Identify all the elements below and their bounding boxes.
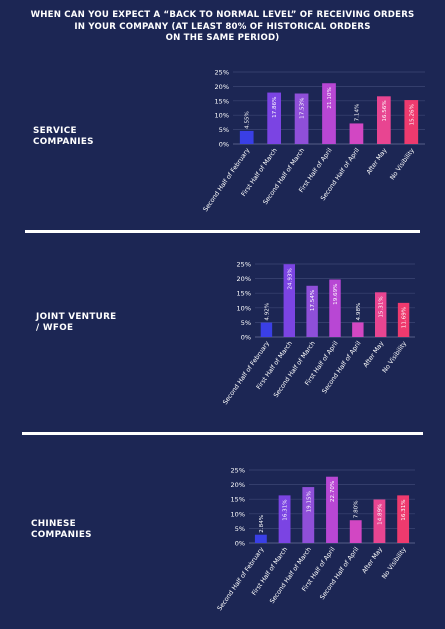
chart-title: WHEN CAN YOU EXPECT A “BACK TO NORMAL LE… [0, 10, 445, 45]
bar [375, 292, 387, 337]
panel-label-line-1: JOINT VENTURE [36, 312, 117, 322]
y-tick-label: 10% [215, 112, 229, 120]
chart-panel-3: 0% 5% 10% 15% 20% 25% 2.84% Second Half of Febr… [216, 467, 415, 612]
bar-value-label: 11.69% [402, 307, 408, 328]
y-tick-label: 15% [237, 290, 251, 298]
bar-value-label: 16.31% [283, 499, 289, 520]
bar-value-label: 22.70% [330, 481, 336, 502]
divider-2 [22, 432, 423, 435]
bar-value-label: 17.86% [272, 97, 278, 118]
bar-value-label: 19.15% [306, 491, 312, 512]
bar-value-label: 7.80% [354, 500, 360, 518]
x-category-label: Second Half of February [222, 340, 271, 406]
bar [349, 123, 364, 144]
y-tick-label: 0% [241, 334, 251, 342]
panel-label-line-2: COMPANIES [33, 136, 94, 147]
x-category-label: After May [362, 340, 385, 369]
panel-label-line-2: / WFOE [36, 322, 74, 333]
divider-1 [25, 230, 420, 233]
panel-label-service: SERVICE COMPANIES [33, 126, 94, 147]
bar [377, 96, 391, 144]
bar-value-label: 19.69% [333, 284, 339, 305]
y-tick-label: 15% [231, 496, 245, 504]
panel-label-line-2: COMPANIES [31, 529, 92, 540]
bar [260, 322, 273, 337]
x-category-label: No Visibility [381, 340, 408, 375]
x-category-label: After May [365, 147, 388, 176]
bar [397, 302, 410, 337]
panel-label-chinese: CHINESE COMPANIES [31, 519, 92, 540]
y-tick-label: 0% [219, 141, 229, 149]
title-line-1: WHEN CAN YOU EXPECT A “BACK TO NORMAL LE… [30, 10, 415, 20]
panel-label-line-1: SERVICE [33, 126, 77, 136]
x-category-label: Second Half of March [269, 546, 313, 605]
y-tick-label: 5% [235, 525, 245, 533]
chart-panel-1: 0% 5% 10% 15% 20% 25% 4.55% Second Half of Febr… [202, 69, 425, 213]
bar-value-label: 4.55% [245, 111, 251, 129]
title-line-2: IN YOUR COMPANY (AT LEAST 80% OF HISTORI… [74, 21, 371, 32]
bar [349, 520, 362, 543]
y-tick-label: 25% [237, 261, 251, 269]
bar [373, 499, 386, 543]
y-tick-label: 5% [219, 126, 229, 134]
panel-label-joint-venture: JOINT VENTURE / WFOE [36, 312, 116, 333]
bar [239, 130, 254, 144]
y-tick-label: 5% [241, 319, 251, 327]
bar [397, 495, 410, 543]
x-category-label: Second Half of March [273, 340, 317, 399]
bar-value-label: 24.93% [287, 268, 293, 289]
x-category-label: After May [361, 546, 384, 575]
panel-label-line-1: CHINESE [31, 519, 76, 529]
y-tick-label: 20% [237, 275, 251, 283]
bar-value-label: 2.84% [259, 515, 265, 533]
y-tick-label: 25% [231, 467, 245, 475]
bar [352, 322, 364, 337]
bar [283, 264, 295, 337]
x-category-label: No Visibility [389, 147, 416, 182]
bar [294, 93, 309, 144]
x-category-label: Second Half of February [216, 546, 265, 612]
bar-value-label: 21.10% [327, 87, 333, 108]
bar-value-label: 14.89% [377, 504, 383, 525]
bar-value-label: 16.31% [401, 499, 407, 520]
bar-value-label: 7.14% [354, 104, 360, 122]
bar [254, 534, 267, 543]
bar-value-label: 4.98% [356, 303, 362, 321]
bar-value-label: 17.54% [310, 290, 316, 311]
bar-value-label: 15.31% [379, 296, 385, 317]
bar-value-label: 4.92% [264, 303, 270, 321]
chart-panel-2: 0% 5% 10% 15% 20% 25% 4.92% Second Half of Febr… [222, 261, 415, 406]
y-tick-label: 0% [235, 540, 245, 548]
bar [306, 285, 318, 337]
y-tick-label: 25% [215, 69, 229, 77]
x-category-label: No Visibility [381, 546, 408, 581]
y-tick-label: 10% [231, 510, 245, 518]
x-category-label: Second Half of February [202, 147, 251, 213]
bar-value-label: 16.56% [382, 100, 388, 121]
bar [404, 100, 419, 144]
y-tick-label: 20% [231, 481, 245, 489]
y-tick-label: 10% [237, 304, 251, 312]
bar-value-label: 17.53% [300, 98, 306, 119]
bar [302, 487, 315, 543]
bar [322, 83, 336, 144]
bar-value-label: 15.26% [409, 104, 415, 125]
bar [326, 476, 338, 543]
title-line-3: ON THE SAME PERIOD) [165, 33, 280, 43]
bar [329, 279, 341, 337]
bar [267, 92, 281, 144]
y-tick-label: 15% [215, 97, 229, 105]
y-tick-label: 20% [215, 83, 229, 91]
bar [278, 495, 291, 543]
